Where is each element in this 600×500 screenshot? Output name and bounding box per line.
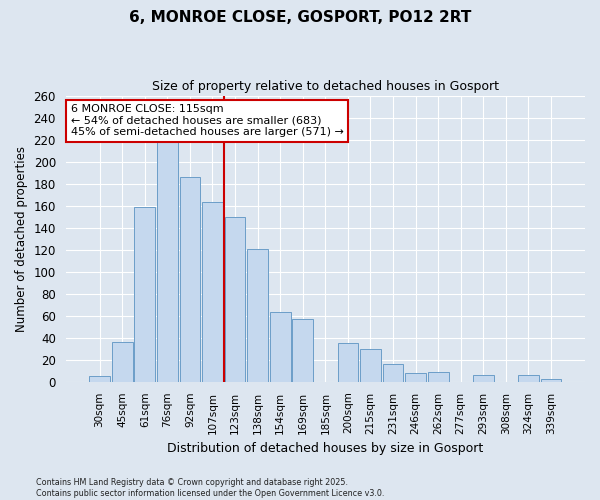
Bar — [428, 372, 449, 382]
Bar — [202, 202, 223, 382]
Bar — [338, 344, 358, 382]
Bar — [518, 375, 539, 382]
Bar — [157, 142, 178, 382]
Text: 6, MONROE CLOSE, GOSPORT, PO12 2RT: 6, MONROE CLOSE, GOSPORT, PO12 2RT — [129, 10, 471, 25]
Bar — [541, 378, 562, 382]
Y-axis label: Number of detached properties: Number of detached properties — [15, 146, 28, 332]
Title: Size of property relative to detached houses in Gosport: Size of property relative to detached ho… — [152, 80, 499, 93]
Bar — [179, 177, 200, 382]
Bar — [473, 375, 494, 382]
Bar — [134, 207, 155, 382]
Text: Contains HM Land Registry data © Crown copyright and database right 2025.
Contai: Contains HM Land Registry data © Crown c… — [36, 478, 385, 498]
Bar — [405, 373, 426, 382]
Bar — [247, 248, 268, 382]
Bar — [360, 349, 381, 382]
Bar — [89, 376, 110, 382]
Bar — [270, 312, 290, 382]
Bar — [112, 342, 133, 382]
Text: 6 MONROE CLOSE: 115sqm
← 54% of detached houses are smaller (683)
45% of semi-de: 6 MONROE CLOSE: 115sqm ← 54% of detached… — [71, 104, 344, 138]
Bar — [224, 216, 245, 382]
X-axis label: Distribution of detached houses by size in Gosport: Distribution of detached houses by size … — [167, 442, 484, 455]
Bar — [383, 364, 403, 382]
Bar — [292, 319, 313, 382]
